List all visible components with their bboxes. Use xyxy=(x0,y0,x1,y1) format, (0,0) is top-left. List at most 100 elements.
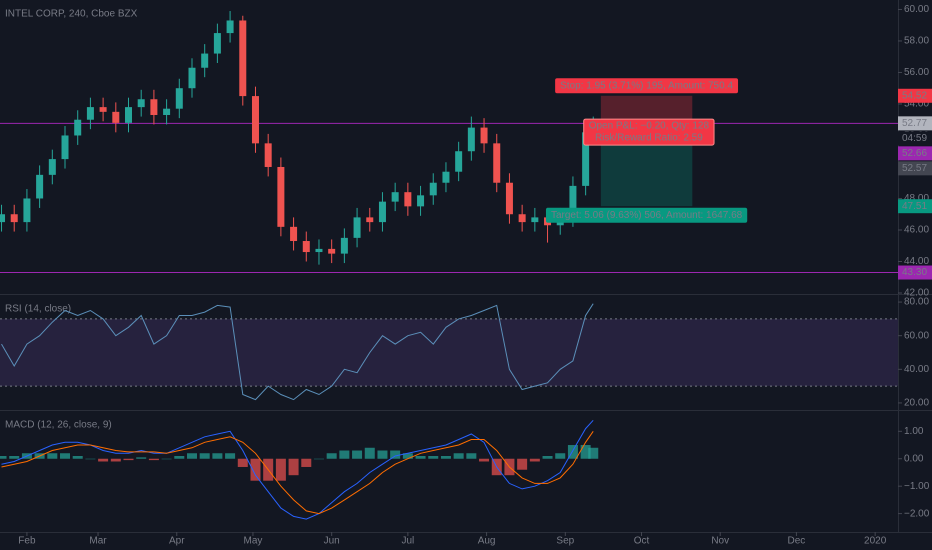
x-tick-label: Jul xyxy=(401,536,414,547)
candle-body xyxy=(277,166,285,227)
candle-body xyxy=(315,248,323,253)
stop-label-box xyxy=(555,78,739,94)
target-label-box xyxy=(545,207,748,223)
candle-body xyxy=(378,201,386,223)
candle-body xyxy=(10,214,18,223)
histogram-bar xyxy=(250,458,261,481)
candle-body xyxy=(125,107,133,123)
candle-body xyxy=(201,53,209,68)
histogram-bar xyxy=(0,455,7,459)
rsi-band xyxy=(0,318,898,387)
axis-tag-bg xyxy=(898,265,932,280)
histogram-bar xyxy=(110,458,121,462)
candle-body xyxy=(429,182,437,196)
histogram-bar xyxy=(364,447,375,459)
y-tick-label: 60.00 xyxy=(904,4,929,15)
histogram-bar xyxy=(453,453,464,459)
histogram-bar xyxy=(352,450,363,459)
histogram-bar xyxy=(161,458,172,460)
x-tick-label: Feb xyxy=(18,536,36,547)
candle-body xyxy=(137,99,145,108)
histogram-bar xyxy=(47,453,58,459)
axis-tag-bg xyxy=(898,116,932,131)
pane-title: MACD (12, 26, close, 9) xyxy=(5,420,112,431)
histogram-bar xyxy=(580,445,591,459)
histogram-bar xyxy=(237,458,248,467)
histogram-bar xyxy=(402,453,413,459)
y-tick-label: −2.00 xyxy=(904,508,930,519)
pane-title: INTEL CORP, 240, Cboe BZX xyxy=(5,9,138,20)
candle-body xyxy=(505,182,513,215)
macd-line xyxy=(1,431,594,515)
histogram-bar xyxy=(85,458,96,460)
candle-body xyxy=(302,241,310,253)
y-tick-label: 56.00 xyxy=(904,67,929,78)
histogram-bar xyxy=(415,455,426,459)
pnl-label: Open P&L: −0.20, Qty: 128 xyxy=(589,121,710,132)
axis-tag-bg xyxy=(898,161,932,176)
y-tick-label: 48.00 xyxy=(904,193,929,204)
candle-body xyxy=(328,248,336,254)
y-tick-label: 80.00 xyxy=(904,297,929,308)
y-tick-label: 40.00 xyxy=(904,364,929,375)
candle-body xyxy=(442,171,450,183)
candle-body xyxy=(0,214,6,223)
histogram-bar xyxy=(479,458,490,462)
y-tick-label: 44.00 xyxy=(904,256,929,267)
histogram-bar xyxy=(148,458,159,461)
pane-title: RSI (14, close) xyxy=(5,304,71,315)
axis-tag-bg xyxy=(898,88,932,103)
histogram-bar xyxy=(275,458,286,481)
candle-body xyxy=(239,20,247,97)
candle-body xyxy=(86,107,94,120)
candle-body xyxy=(226,20,234,34)
histogram-bar xyxy=(428,455,439,459)
x-tick-label: Mar xyxy=(89,536,107,547)
x-tick-label: 2020 xyxy=(864,536,887,547)
candle-body xyxy=(251,96,259,144)
candle-body xyxy=(480,127,488,144)
histogram-bar xyxy=(225,453,236,459)
y-tick-label: 54.00 xyxy=(904,99,929,110)
histogram-bar xyxy=(339,450,350,459)
x-tick-label: Sep xyxy=(556,536,574,547)
axis-tag: 47.51 xyxy=(902,201,927,212)
histogram-bar xyxy=(529,458,540,462)
candle-body xyxy=(417,195,425,207)
candle-body xyxy=(582,132,590,186)
countdown: 04:59 xyxy=(902,133,927,144)
histogram-bar xyxy=(313,458,324,460)
histogram-bar xyxy=(136,457,147,459)
histogram-bar xyxy=(174,455,185,459)
candle-body xyxy=(163,108,171,115)
histogram-bar xyxy=(555,453,566,459)
x-tick-label: Oct xyxy=(634,536,650,547)
histogram-bar xyxy=(567,445,578,459)
axis-tag: 52.57 xyxy=(902,163,927,174)
countdown-bg xyxy=(898,131,932,146)
histogram-bar xyxy=(60,453,71,459)
candle-body xyxy=(290,226,298,242)
candle-body xyxy=(493,143,501,183)
candle-body xyxy=(340,237,348,254)
candle-body xyxy=(150,99,158,115)
macd-line xyxy=(1,419,594,520)
x-tick-label: Jun xyxy=(324,536,340,547)
y-tick-label: −1.00 xyxy=(904,481,930,492)
histogram-bar xyxy=(466,453,477,459)
axis-tag: 43.30 xyxy=(902,267,927,278)
histogram-bar xyxy=(123,458,134,461)
candle-body xyxy=(99,107,107,112)
histogram-bar xyxy=(440,455,451,459)
x-tick-label: Nov xyxy=(711,536,729,547)
histogram-bar xyxy=(98,458,109,462)
target-label: Target: 5.06 (9.63%) 506, Amount: 1647.6… xyxy=(551,210,743,221)
candle-body xyxy=(531,217,539,223)
x-tick-label: Aug xyxy=(478,536,496,547)
candle-body xyxy=(188,67,196,89)
x-tick-label: Apr xyxy=(169,536,185,547)
x-tick-label: May xyxy=(243,536,262,547)
candle-body xyxy=(467,127,475,152)
histogram-bar xyxy=(588,447,599,459)
